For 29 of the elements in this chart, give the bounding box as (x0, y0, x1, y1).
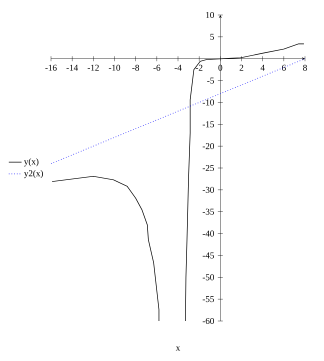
x-tick-label: 8 (303, 64, 307, 71)
y-tick-label: -40 (202, 230, 214, 237)
legend-label: y2(x) (24, 170, 43, 178)
y-tick-label: 5 (210, 34, 214, 40)
x-tick-label: 6 (282, 64, 286, 71)
y-tick-label: -20 (202, 143, 214, 150)
x-tick-label: -2 (196, 64, 202, 71)
x-tick-label: -4 (174, 64, 182, 71)
x-tick-label: -10 (108, 64, 120, 71)
y-tick-label: -25 (202, 164, 214, 172)
x-tick-label: 4 (260, 64, 265, 71)
y-tick-label: -60 (202, 318, 214, 324)
y-tick-label: -45 (202, 252, 214, 258)
y-tick-label: -35 (202, 208, 214, 215)
x-tick-label: -16 (45, 64, 57, 71)
y-tick-label: -50 (202, 274, 214, 280)
y-tick-label: -55 (202, 296, 214, 302)
x-tick-label: -6 (153, 64, 160, 71)
y-tick-label: -10 (202, 99, 214, 106)
y-tick-label: -15 (202, 121, 214, 128)
x-tick-label: -8 (132, 64, 140, 71)
y-tick-label: -5 (207, 78, 214, 84)
y-tick-label: 10 (206, 12, 214, 18)
x-tick-label: -14 (66, 64, 78, 71)
x-tick-label: 2 (240, 64, 244, 71)
legend-label: y(x) (24, 158, 38, 166)
x-tick-label: -12 (88, 64, 99, 71)
y-tick-label: -30 (202, 186, 214, 193)
x-axis-title: x (176, 346, 180, 351)
